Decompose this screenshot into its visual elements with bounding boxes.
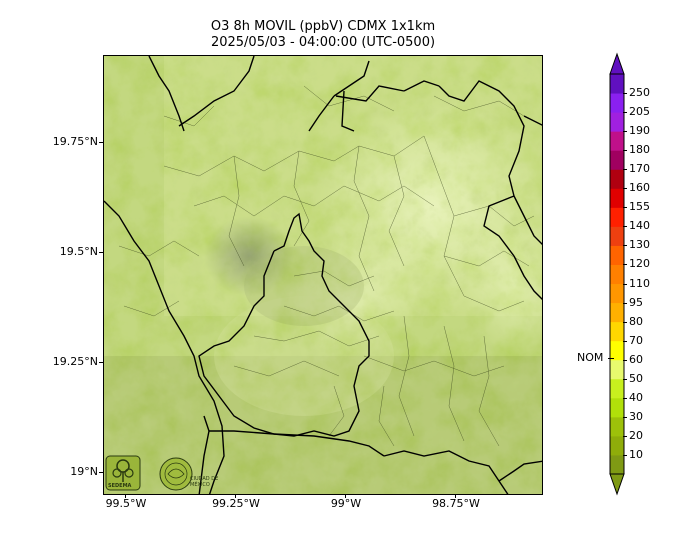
colorbar-band: [610, 93, 624, 113]
colorbar-label: 180: [629, 143, 650, 156]
colorbar-band: [610, 359, 624, 380]
colorbar-label: 10: [629, 448, 643, 461]
colorbar-tick: [623, 322, 627, 323]
colorbar-label: 50: [629, 372, 643, 385]
colorbar-label: 170: [629, 162, 650, 175]
colorbar-tick: [623, 245, 627, 246]
colorbar-label: 70: [629, 334, 643, 347]
y-tick-label-19: 19°N: [70, 465, 98, 478]
colorbar-label: 250: [629, 86, 650, 99]
colorbar-band: [610, 435, 624, 456]
colorbar-tick: [623, 93, 627, 94]
colorbar-tick: [623, 284, 627, 285]
x-tick-label-9875: 98.75°W: [432, 497, 480, 510]
y-tick-mark: [99, 362, 103, 363]
x-tick-label-995: 99.5°W: [105, 497, 147, 510]
state-boundaries: [104, 56, 542, 494]
colorbar-tick: [623, 112, 627, 113]
colorbar-outline: [609, 73, 625, 475]
colorbar-band: [610, 340, 624, 361]
colorbar-scale: [609, 52, 625, 496]
cdmx-logo-text: CIUDAD DE MÉXICO: [190, 476, 219, 488]
colorbar-tick: [623, 341, 627, 342]
colorbar-label: 155: [629, 200, 650, 213]
map-canvas: [104, 56, 542, 494]
colorbar-tick: [623, 150, 627, 151]
colorbar-tick: [623, 226, 627, 227]
colorbar-label: 160: [629, 181, 650, 194]
colorbar-band: [610, 112, 624, 132]
nom-label: NOM: [577, 351, 604, 364]
colorbar-tick: [623, 188, 627, 189]
colorbar-tick: [623, 398, 627, 399]
colorbar-tick: [623, 303, 627, 304]
colorbar-label: 130: [629, 238, 650, 251]
colorbar-band: [610, 207, 624, 227]
colorbar-tick: [623, 131, 627, 132]
x-tick-mark: [125, 494, 126, 498]
colorbar-label: 205: [629, 105, 650, 118]
nom-tick: [608, 358, 614, 359]
colorbar-label: 110: [629, 277, 650, 290]
colorbar-band: [610, 131, 624, 151]
x-tick-mark: [235, 494, 236, 498]
sedema-logo-text: SEDEMA: [108, 483, 132, 489]
colorbar-band: [610, 283, 624, 304]
colorbar-label: 95: [629, 296, 643, 309]
x-tick-label-99: 99°W: [330, 497, 362, 510]
colorbar-tick: [623, 264, 627, 265]
colorbar-max-arrow: [609, 52, 625, 75]
colorbar-tick: [623, 379, 627, 380]
colorbar-label: 20: [629, 429, 643, 442]
colorbar-label: 30: [629, 410, 643, 423]
colorbar-tick: [623, 169, 627, 170]
colorbar-tick: [623, 207, 627, 208]
x-tick-mark: [345, 494, 346, 498]
y-tick-mark: [99, 142, 103, 143]
colorbar-min-arrow: [609, 473, 625, 496]
colorbar-band: [610, 454, 624, 475]
y-tick-label-1975: 19.75°N: [52, 135, 98, 148]
y-tick-mark: [99, 472, 103, 473]
colorbar-band: [610, 74, 624, 94]
colorbar-band: [610, 226, 624, 246]
y-tick-mark: [99, 252, 103, 253]
x-tick-label-9925: 99.25°W: [212, 497, 260, 510]
colorbar-label: 40: [629, 391, 643, 404]
y-tick-label-195: 19.5°N: [59, 245, 98, 258]
colorbar-tick: [623, 360, 627, 361]
colorbar-band: [610, 416, 624, 437]
colorbar-band: [610, 321, 624, 342]
colorbar-label: 60: [629, 353, 643, 366]
colorbar-band: [610, 264, 624, 285]
colorbar-label: 120: [629, 257, 650, 270]
colorbar-band: [610, 302, 624, 323]
colorbar-label: 140: [629, 219, 650, 232]
cdmx-seal-logo: [159, 457, 193, 491]
title-line-2: 2025/05/03 - 04:00:00 (UTC-0500): [210, 35, 436, 50]
title-line-1: O3 8h MOVIL (ppbV) CDMX 1x1km: [210, 19, 436, 34]
y-tick-label-1925: 19.25°N: [52, 355, 98, 368]
colorbar-label: 190: [629, 124, 650, 137]
ozone-map: SEDEMA CIUDAD DE MÉXICO: [103, 55, 543, 495]
colorbar-band: [610, 397, 624, 418]
colorbar-band: [610, 245, 624, 265]
colorbar-band: [610, 188, 624, 208]
colorbar-tick: [623, 436, 627, 437]
colorbar-tick: [623, 417, 627, 418]
colorbar-label: 80: [629, 315, 643, 328]
colorbar-band: [610, 150, 624, 170]
colorbar-tick: [623, 455, 627, 456]
sedema-logo: [105, 455, 141, 491]
municipal-boundaries: [118, 85, 535, 447]
x-tick-mark: [455, 494, 456, 498]
colorbar-band: [610, 378, 624, 399]
colorbar-band: [610, 169, 624, 189]
